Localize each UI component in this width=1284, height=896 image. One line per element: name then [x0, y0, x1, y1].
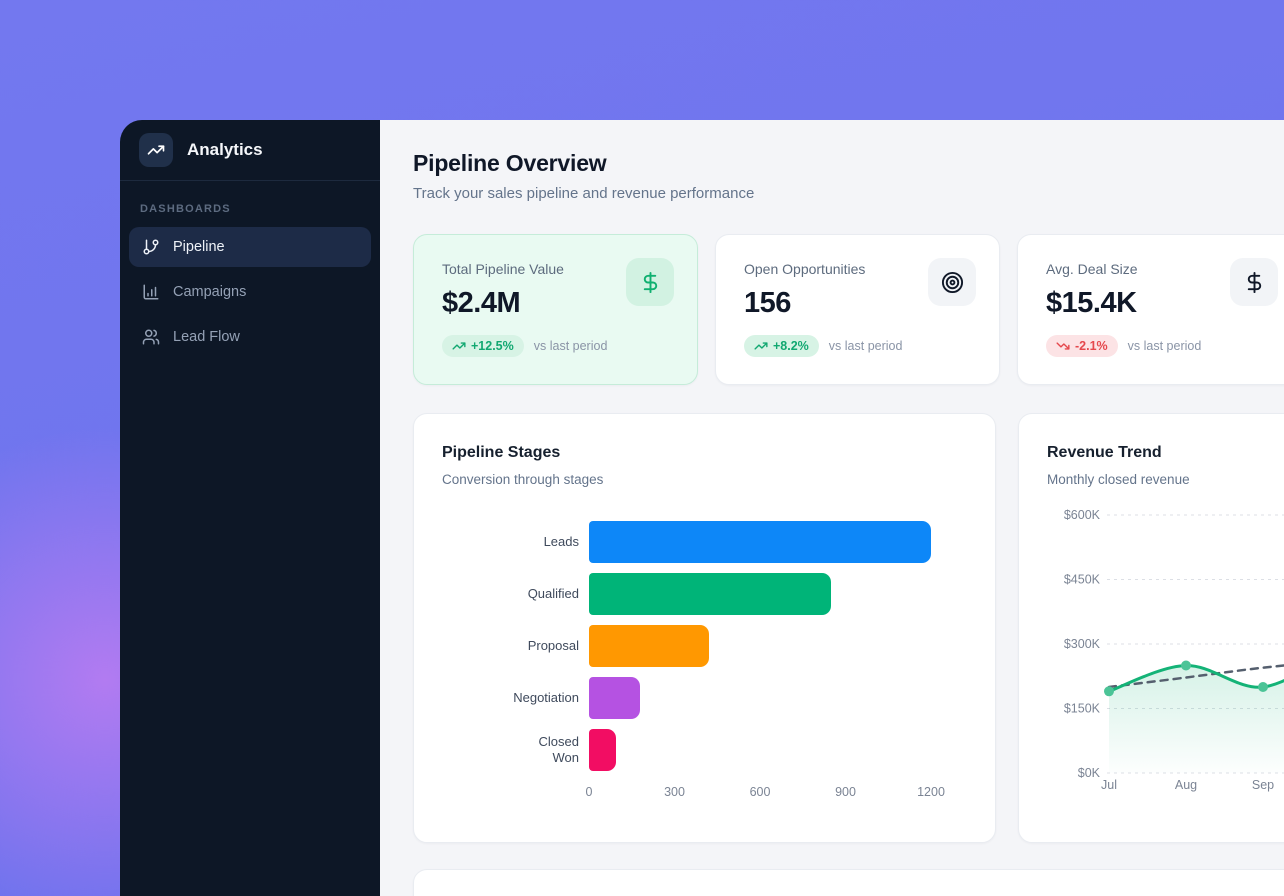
sidebar-item-label: Lead Flow [173, 329, 240, 345]
x-axis-tick: Aug [1175, 778, 1197, 792]
main-content: Pipeline Overview Track your sales pipel… [380, 120, 1284, 896]
brand: Analytics [120, 120, 380, 180]
x-axis-tick: 900 [835, 785, 856, 799]
trend-line [1107, 664, 1284, 689]
trending-up-icon [452, 342, 466, 350]
stage-row: Proposal [442, 625, 967, 667]
kpi-label: Avg. Deal Size [1046, 261, 1138, 277]
charts-row: Pipeline Stages Conversion through stage… [413, 413, 1284, 843]
delta-badge: +12.5% [442, 335, 524, 357]
revenue-line [1107, 663, 1284, 693]
kpi-card-total-pipeline-value: Total Pipeline Value $2.4M +12.5% vs las… [413, 234, 698, 385]
x-axis-tick: 600 [749, 785, 771, 799]
stage-track [589, 677, 931, 719]
target-icon [928, 258, 976, 306]
stage-track [589, 625, 931, 667]
trending-up-icon [754, 342, 768, 350]
y-axis-tick: $0K [1078, 766, 1101, 780]
kpi-note: vs last period [533, 339, 608, 353]
y-axis-tick: $150K [1064, 702, 1101, 716]
trending-down-icon [1056, 342, 1070, 350]
y-axis-tick: $600K [1064, 508, 1101, 522]
bar-negotiation[interactable] [589, 677, 641, 719]
git-branch-icon [143, 239, 159, 255]
page-title: Pipeline Overview [413, 150, 607, 176]
y-axis-tick: $300K [1064, 637, 1101, 651]
revenue-line-chart: $0K $150K $300K $450K $600K Jul Aug Sep [1064, 508, 1284, 792]
stage-label: Leads [543, 534, 579, 549]
stage-row: Qualified [442, 573, 967, 615]
kpi-note: vs last period [828, 339, 903, 353]
stage-track [589, 729, 931, 771]
data-point-jul[interactable] [1104, 686, 1114, 697]
delta-badge: +8.2% [744, 335, 819, 357]
chart-subtitle: Conversion through stages [442, 472, 604, 487]
stage-label: Negotiation [513, 690, 579, 705]
bar-qualified[interactable] [589, 573, 832, 615]
sidebar: Analytics DASHBOARDS Pipeline Campaigns [120, 120, 380, 896]
delta-badge: -2.1% [1046, 335, 1118, 357]
kpi-note: vs last period [1127, 339, 1202, 353]
page-subtitle: Track your sales pipeline and revenue pe… [413, 185, 755, 202]
dollar-sign-icon [1230, 258, 1278, 306]
x-axis-tick: Sep [1252, 778, 1274, 792]
bottom-card-partial [413, 869, 1284, 896]
stage-row: Negotiation [442, 677, 967, 719]
dollar-sign-icon [626, 258, 674, 306]
chart-subtitle: Monthly closed revenue [1047, 472, 1190, 487]
chart-title: Pipeline Stages [442, 444, 561, 461]
x-axis-tick: 300 [664, 785, 685, 799]
x-axis-tick: 0 [585, 785, 593, 799]
chart-title: Revenue Trend [1047, 444, 1162, 461]
stage-label: Proposal [527, 638, 579, 653]
x-axis-tick: Jul [1101, 778, 1117, 792]
kpi-card-avg-deal-size: Avg. Deal Size $15.4K -2.1% vs last peri… [1017, 234, 1284, 385]
stage-bar-chart: Leads Qualified Proposal Negotiation Closed … [442, 521, 967, 803]
brand-name: Analytics [187, 140, 263, 159]
sidebar-item-label: Pipeline [173, 239, 225, 255]
sidebar-item-pipeline[interactable]: Pipeline [129, 227, 371, 267]
stage-label: Closed Won [538, 734, 579, 765]
bar-closed-won[interactable] [589, 729, 617, 771]
stage-row: Closed Won [442, 729, 967, 771]
data-point-aug[interactable] [1181, 660, 1191, 671]
sidebar-item-label: Campaigns [173, 284, 247, 300]
kpi-label: Total Pipeline Value [442, 261, 564, 277]
users-icon [142, 329, 160, 345]
pipeline-stages-card: Pipeline Stages Conversion through stage… [413, 413, 996, 843]
bar-leads[interactable] [589, 521, 931, 563]
sidebar-item-lead-flow[interactable]: Lead Flow [129, 317, 371, 357]
stage-track [589, 573, 931, 615]
sidebar-divider [120, 180, 380, 181]
kpi-value: 156 [744, 287, 791, 319]
stage-label: Qualified [527, 586, 579, 601]
kpi-value: $2.4M [442, 287, 521, 319]
kpi-label: Open Opportunities [744, 261, 866, 277]
kpi-value: $15.4K [1046, 287, 1137, 319]
app-window: Analytics DASHBOARDS Pipeline Campaigns [120, 120, 1284, 896]
bar-proposal[interactable] [589, 625, 709, 667]
kpi-card-open-opportunities: Open Opportunities 156 +8.2% vs last per… [715, 234, 1000, 385]
stage-row: Leads [442, 521, 967, 563]
revenue-trend-card: Revenue Trend Monthly closed revenue $0K… [1018, 413, 1284, 843]
data-point-sep[interactable] [1258, 682, 1268, 692]
sidebar-nav: Pipeline Campaigns Lead Flow [120, 227, 380, 357]
kpi-row: Total Pipeline Value $2.4M +12.5% vs las… [413, 234, 1284, 385]
revenue-area [1109, 665, 1284, 773]
y-axis-tick: $450K [1064, 573, 1101, 587]
x-axis-tick: 1200 [917, 785, 945, 799]
x-axis: 0 300 600 900 1200 [585, 781, 945, 803]
sidebar-section-label: DASHBOARDS [140, 203, 231, 215]
stage-track [589, 521, 931, 563]
trending-up-icon [139, 133, 173, 167]
sidebar-item-campaigns[interactable]: Campaigns [129, 272, 371, 312]
bar-chart-icon [143, 284, 159, 300]
